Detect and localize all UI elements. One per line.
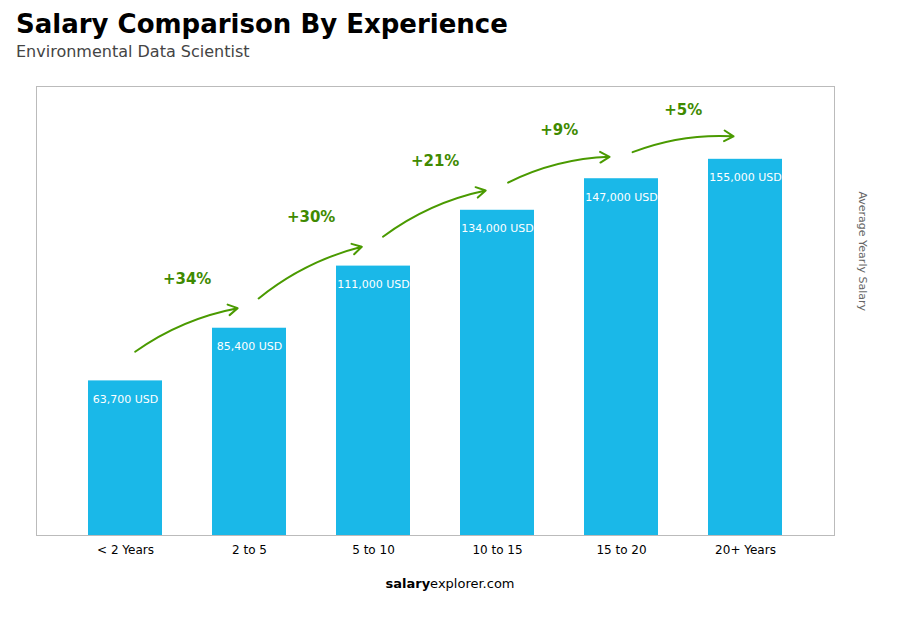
svg-text:15 to 20: 15 to 20 — [596, 543, 646, 557]
svg-text:63,700 USD: 63,700 USD — [93, 393, 159, 406]
svg-text:85,400 USD: 85,400 USD — [217, 340, 283, 353]
svg-text:Average Yearly Salary: Average Yearly Salary — [856, 191, 869, 311]
html-text:Salary Comparison By Experienc: Salary Comparison By Experience — [16, 9, 508, 39]
svg-text:2 to 5: 2 to 5 — [232, 543, 267, 557]
svg-text:147,000 USD: 147,000 USD — [585, 191, 658, 204]
svg-text:20+ Years: 20+ Years — [715, 543, 776, 557]
svg-text:5 to 10: 5 to 10 — [352, 543, 395, 557]
svg-text:+34%: +34% — [163, 270, 211, 288]
svg-text:+30%: +30% — [287, 208, 335, 226]
svg-text:+5%: +5% — [664, 101, 702, 119]
svg-text:10 to 15: 10 to 15 — [472, 543, 522, 557]
svg-text:155,000 USD: 155,000 USD — [709, 171, 782, 184]
html-text:salary explorer.com: salary explorer.com — [385, 576, 515, 591]
svg-text:< 2 Years: < 2 Years — [97, 543, 154, 557]
svg-text:111,000 USD: 111,000 USD — [337, 278, 410, 291]
html-text:Environmental Data Scientist: Environmental Data Scientist — [16, 42, 250, 61]
svg-text:134,000 USD: 134,000 USD — [461, 222, 534, 235]
svg-text:+21%: +21% — [411, 152, 459, 170]
svg-text:+9%: +9% — [540, 121, 578, 139]
